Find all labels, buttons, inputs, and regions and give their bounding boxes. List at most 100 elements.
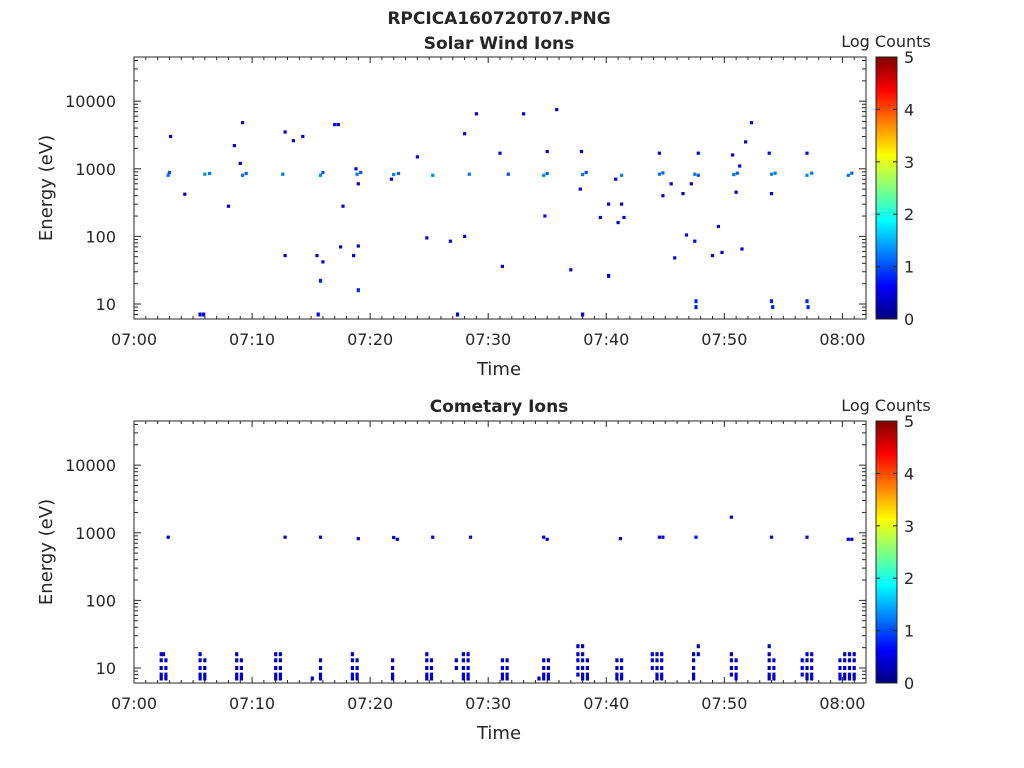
panel-solar-wind: Solar Wind Ions Log Counts 07:00 07:10 07:…	[36, 32, 931, 380]
heatmap-cell	[466, 658, 470, 663]
heatmap-cells	[166, 108, 854, 317]
heatmap-cell	[425, 236, 429, 240]
heatmap-cell	[283, 254, 287, 258]
heatmap-cell	[696, 652, 700, 657]
heatmap-cell	[166, 535, 170, 539]
x-tick-label: 07:50	[701, 694, 747, 713]
heatmap-cell	[805, 658, 809, 663]
heatmap-cell	[522, 112, 526, 116]
heatmap-cell	[655, 658, 659, 663]
heatmap-cell	[661, 535, 665, 539]
heatmap-cell	[336, 123, 340, 127]
heatmap-cell	[581, 644, 585, 649]
x-tick-label: 07:30	[465, 694, 511, 713]
heatmap-cell	[692, 666, 696, 670]
heatmap-cell	[694, 299, 698, 304]
heatmap-cell	[767, 672, 771, 677]
heatmap-cell	[660, 666, 664, 670]
heatmap-cell	[660, 676, 664, 681]
heatmap-cell	[318, 666, 323, 670]
heatmap-cell	[431, 535, 435, 539]
heatmap-cell	[735, 171, 739, 175]
x-ticks: 07:00 07:10 07:20 07:30 07:40 07:50 08:00	[111, 57, 865, 349]
heatmap-cell	[805, 299, 809, 304]
heatmap-cell	[581, 676, 585, 681]
heatmap-cell	[159, 672, 163, 677]
heatmap-cell	[391, 658, 395, 663]
heatmap-cell	[581, 658, 585, 663]
heatmap-cell	[164, 676, 168, 681]
heatmap-cell	[620, 173, 624, 177]
heatmap-cell	[693, 172, 697, 176]
heatmap-cell	[239, 658, 243, 663]
heatmap-cell	[425, 676, 429, 681]
heatmap-cell	[696, 151, 700, 155]
heatmap-cell	[391, 672, 395, 677]
heatmap-cell	[852, 676, 856, 681]
heatmap-cell	[843, 672, 847, 677]
heatmap-cell	[650, 666, 654, 670]
heatmap-cell	[537, 676, 541, 681]
heatmap-cell	[684, 233, 689, 237]
heatmap-cell	[159, 652, 163, 657]
heatmap-cell	[805, 672, 809, 677]
plot-frame	[133, 420, 867, 684]
colorbar-tick-label: 0	[904, 310, 914, 329]
heatmap-cell	[291, 139, 295, 143]
heatmap-cell	[581, 652, 585, 657]
heatmap-cell	[546, 676, 550, 681]
heatmap-cell	[318, 173, 323, 177]
x-tick-label: 07:10	[229, 330, 275, 349]
heatmap-cell	[415, 155, 419, 159]
heatmap-cell	[581, 173, 585, 177]
colorbar-tick-label: 5	[904, 48, 914, 67]
heatmap-cell	[585, 672, 589, 677]
heatmap-cell	[466, 652, 470, 657]
heatmap-cell	[650, 652, 654, 657]
heatmap-cell	[341, 204, 345, 208]
x-tick-label: 07:50	[701, 330, 747, 349]
heatmap-cell	[542, 535, 546, 539]
heatmap-cell	[167, 170, 171, 175]
heatmap-cell	[581, 672, 585, 677]
heatmap-cell	[767, 676, 771, 681]
x-tick-label: 07:20	[347, 330, 393, 349]
heatmap-cell	[805, 676, 809, 681]
heatmap-cell	[800, 672, 804, 677]
x-ticks: 07:00 07:10 07:20 07:30 07:40 07:50 08:00	[111, 421, 865, 713]
heatmap-cell	[203, 672, 207, 677]
heatmap-cell	[203, 676, 207, 681]
heatmap-cell	[463, 132, 467, 136]
heatmap-cell	[655, 672, 659, 677]
heatmap-cell	[694, 305, 698, 310]
heatmap-cell	[166, 173, 170, 177]
heatmap-cell	[620, 202, 624, 206]
heatmap-cell	[164, 666, 168, 670]
heatmap-cell	[429, 672, 434, 677]
heatmap-cell	[696, 173, 700, 177]
heatmap-cell	[734, 666, 738, 670]
heatmap-cell	[657, 172, 661, 176]
heatmap-cell	[355, 666, 359, 670]
heatmap-cell	[198, 672, 202, 677]
heatmap-cell	[660, 672, 664, 677]
colorbar-ticks: 0 1 2 3 4 5	[876, 412, 914, 693]
heatmap-cell	[466, 666, 470, 670]
heatmap-cell	[203, 658, 207, 663]
heatmap-cell	[660, 652, 664, 657]
heatmap-cell	[692, 652, 696, 657]
y-tick-label: 10	[96, 295, 116, 314]
heatmap-cell	[620, 666, 624, 670]
heatmap-cell	[585, 676, 589, 681]
heatmap-cell	[546, 658, 550, 663]
heatmap-cell	[810, 666, 814, 670]
heatmap-cell	[542, 173, 546, 177]
heatmap-cell	[235, 666, 239, 670]
heatmap-cell	[655, 652, 659, 657]
heatmap-cell	[546, 666, 550, 670]
heatmap-cell	[614, 177, 618, 181]
heatmap-cell	[576, 644, 580, 649]
heatmap-cell	[767, 151, 771, 155]
heatmap-cell	[843, 658, 847, 663]
